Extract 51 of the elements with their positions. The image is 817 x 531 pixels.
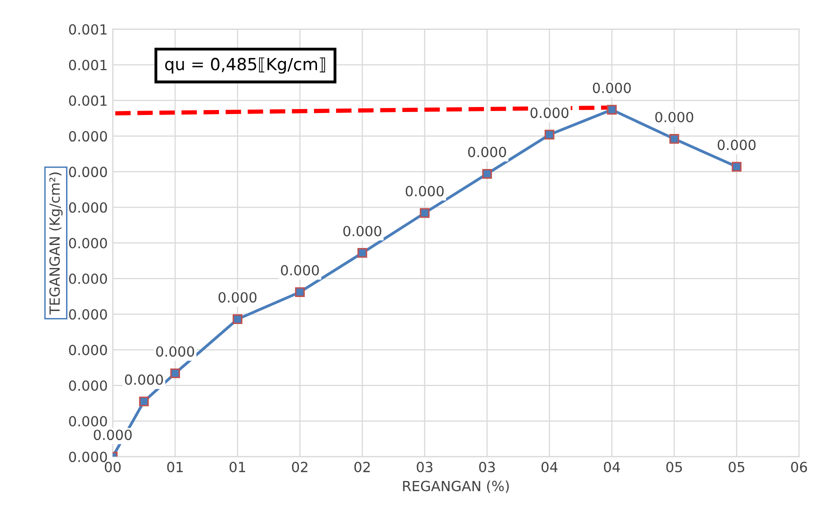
- y-axis-title: TEGANGAN (Kg/cm²): [49, 172, 63, 315]
- y-tick-label: 0.000: [69, 274, 107, 284]
- x-axis-title: REGANGAN (%): [403, 480, 509, 493]
- point: [482, 168, 492, 179]
- x-tick-label: 00: [104, 462, 121, 472]
- y-tick-label: 0.000: [69, 238, 107, 248]
- data-label: 0.000: [218, 292, 256, 303]
- y-tick-label: 0.000: [69, 344, 107, 356]
- data-label: 0.000: [124, 374, 163, 385]
- y-tick-label: 0.000: [69, 131, 107, 142]
- y-tick-label: 0.000: [69, 452, 107, 462]
- data-label: 0.000: [280, 265, 319, 276]
- y-tick-label: 0.000: [69, 202, 107, 213]
- point: [295, 287, 305, 297]
- point: [170, 368, 180, 378]
- data-label: 0.000: [530, 108, 568, 118]
- data-label: 0.000: [156, 346, 194, 357]
- annotation: qu = 0,485⟦Kg/cm⟧: [165, 57, 326, 74]
- x-tick-label: 03: [479, 462, 495, 472]
- point: [544, 130, 554, 140]
- y-tick-label: 0.000: [69, 380, 107, 391]
- point: [732, 162, 742, 172]
- point: [669, 134, 680, 144]
- x-tick-label: 02: [292, 462, 308, 472]
- y-tick-label: 0.001: [69, 95, 107, 106]
- y-tick-label: 0.001: [69, 60, 107, 70]
- y-tick-label: 0.000: [69, 416, 107, 427]
- y-tick-label: 0.000: [69, 166, 107, 178]
- x-tick-label: 01: [230, 462, 246, 472]
- x-tick-label: 05: [728, 462, 744, 472]
- point: [357, 248, 368, 258]
- x-tick-label: 03: [416, 462, 432, 472]
- data-label: 0.000: [94, 430, 132, 440]
- point: [139, 396, 149, 406]
- data-label: 0.000: [343, 226, 382, 236]
- point: [606, 104, 617, 115]
- y-tick-label: 0.001: [69, 24, 107, 35]
- data-label: 0.000: [468, 146, 506, 158]
- data-label: 0.000: [655, 112, 694, 122]
- x-tick-label: 01: [167, 462, 183, 472]
- data-label: 0.000: [718, 140, 756, 150]
- x-tick-label: 06: [791, 462, 807, 472]
- y-tick-label: 0.000: [69, 309, 107, 320]
- point: [420, 208, 430, 218]
- x-tick-label: 05: [666, 462, 682, 472]
- x-tick-label: 04: [604, 462, 620, 472]
- x-tick-label: 02: [354, 462, 370, 472]
- data-label: 0.000: [592, 82, 631, 94]
- x-tick-label: 04: [542, 462, 558, 472]
- data-label: 0.000: [406, 186, 444, 196]
- point: [232, 314, 242, 324]
